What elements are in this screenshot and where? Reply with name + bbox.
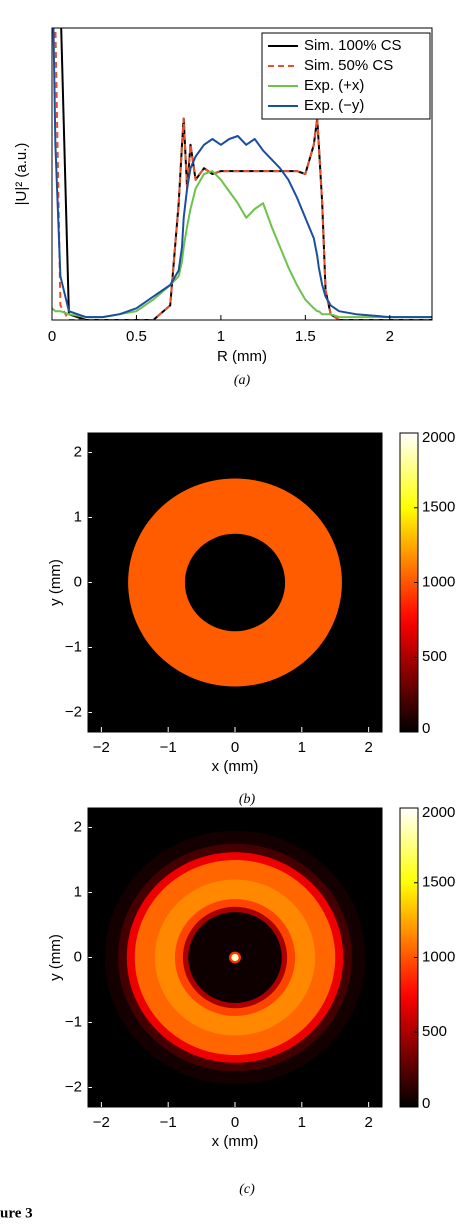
plot-lines [52,28,432,320]
plot-frame [51,27,433,321]
x-tick-label: −1 [160,739,177,756]
x-tick-label: 0.5 [126,328,147,345]
x-axis-label: x (mm) [212,1133,259,1150]
map-ring [184,533,286,632]
x-tick-label: 1 [298,739,306,756]
colorbar-tick-label: 0 [422,1095,430,1112]
x-tick-label: −1 [160,1114,177,1131]
x-axis-label: x (mm) [212,758,259,775]
map-ring [231,953,239,962]
x-tick-label: −2 [93,739,110,756]
colorbar-tick-label: 500 [422,648,447,665]
x-tick-label: 2 [364,739,372,756]
legend-label: Sim. 50% CS [304,57,393,74]
legend-box [261,32,431,120]
series-line [54,28,432,320]
x-tick-label: 0 [231,739,239,756]
colorbar-tick-label: 1500 [422,499,455,516]
y-tick-label: −1 [65,638,82,655]
caption: (a) [234,373,251,388]
x-tick-label: 1 [298,1114,306,1131]
y-tick-label: 2 [74,443,82,460]
legend-label: Sim. 100% CS [304,37,402,54]
colorbar-tick-label: 1000 [422,573,455,590]
x-tick-label: 1 [217,328,225,345]
y-tick-label: −1 [65,1013,82,1030]
y-tick-label: −2 [65,1078,82,1095]
y-axis-label: y (mm) [47,559,64,606]
colorbar-tick-label: 2000 [422,804,455,821]
x-tick-label: 2 [364,1114,372,1131]
y-tick-label: 2 [74,818,82,835]
y-tick-label: 1 [74,508,82,525]
x-tick-label: 0 [231,1114,239,1131]
y-axis-label: y (mm) [47,934,64,981]
figure-label: ure 3 [0,1205,33,1221]
colorbar-tick-label: 1500 [422,874,455,891]
colorbar-tick-label: 1000 [422,948,455,965]
caption: (b) [239,792,256,807]
x-tick-label: 1.5 [295,328,316,345]
colorbar-tick-label: 2000 [422,429,455,446]
y-tick-label: 0 [74,948,82,965]
x-tick-label: −2 [93,1114,110,1131]
x-axis-label: R (mm) [217,348,267,365]
legend-label: Exp. (−y) [304,97,364,114]
series-line [52,28,432,319]
x-tick-label: 2 [386,328,394,345]
y-tick-label: 1 [74,883,82,900]
x-tick-label: 0 [48,328,56,345]
y-tick-label: −2 [65,703,82,720]
y-tick-label: 0 [74,573,82,590]
caption: (c) [239,1182,255,1197]
colorbar-tick-label: 500 [422,1023,447,1040]
legend-label: Exp. (+x) [304,77,364,94]
colorbar-tick-label: 0 [422,720,430,737]
series-line [52,170,432,319]
y-axis-label: |U|² (a.u.) [13,143,30,206]
